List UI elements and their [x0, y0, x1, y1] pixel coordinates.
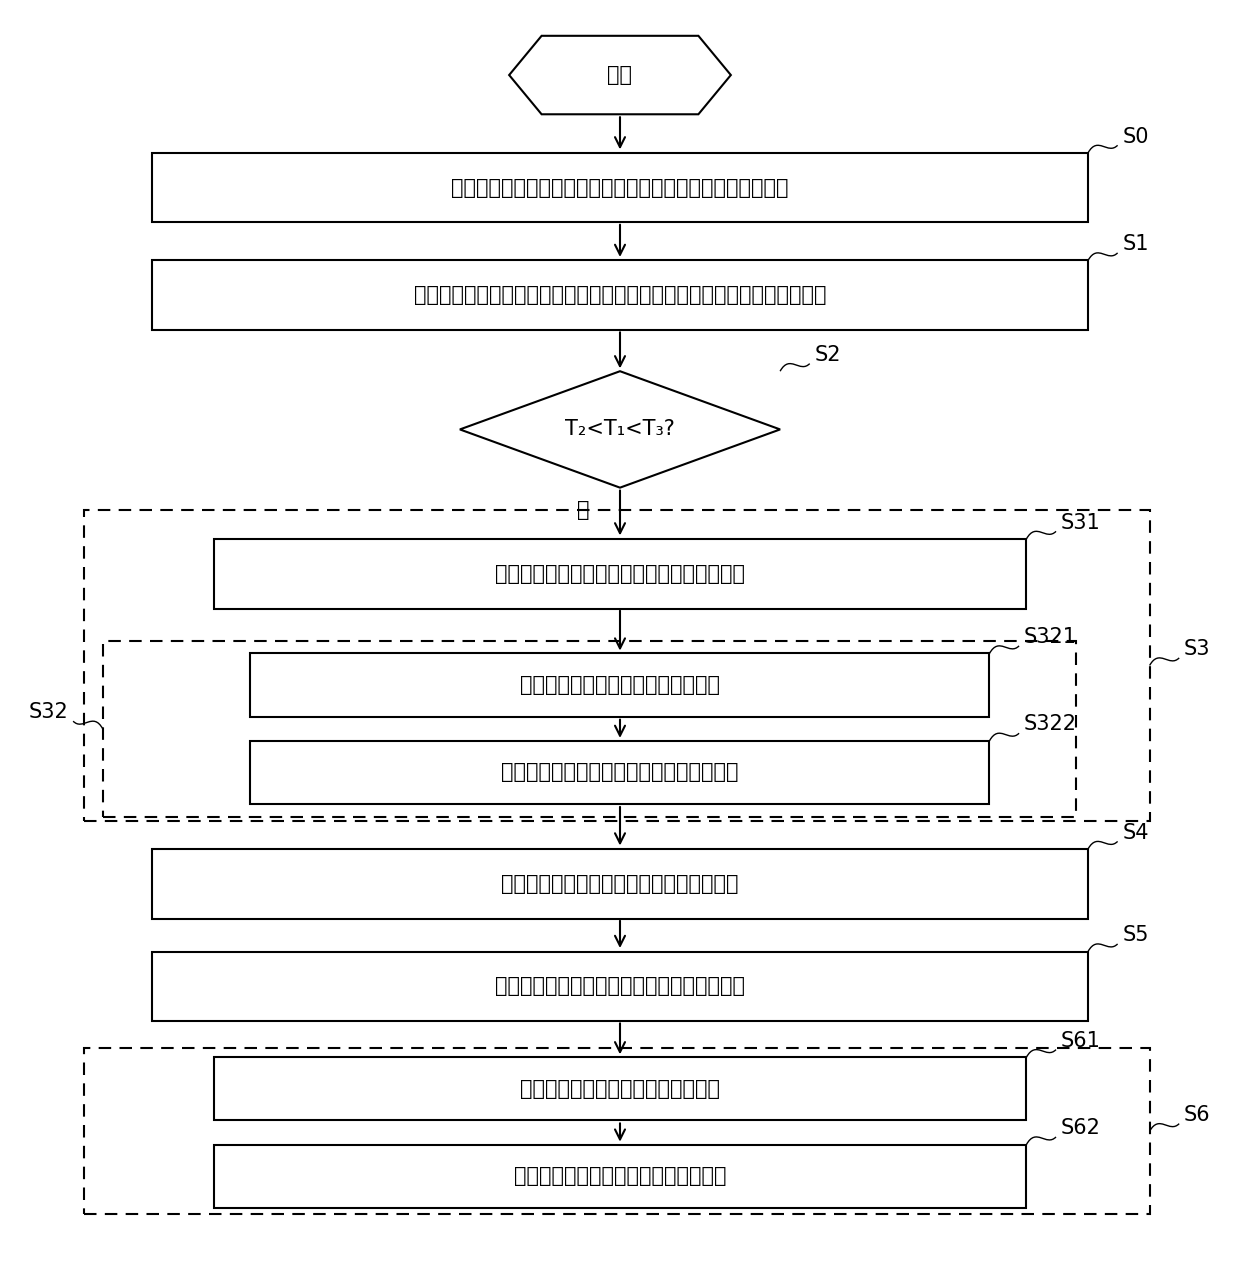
Polygon shape: [460, 371, 780, 488]
Polygon shape: [510, 36, 730, 115]
FancyBboxPatch shape: [153, 952, 1087, 1022]
Text: S4: S4: [1122, 823, 1149, 842]
Text: S3: S3: [1184, 640, 1210, 659]
Text: S32: S32: [29, 702, 68, 722]
FancyBboxPatch shape: [153, 153, 1087, 223]
Text: T₂<T₁<T₃?: T₂<T₁<T₃?: [565, 419, 675, 440]
Text: 控制第一冷筱排出的冷剂通入制冷机的蜗发器: 控制第一冷筱排出的冷剂通入制冷机的蜗发器: [495, 976, 745, 996]
Text: S62: S62: [1061, 1119, 1101, 1138]
Text: 控制蜗发器排出的冷剂通入第三冷筱: 控制蜗发器排出的冷剂通入第三冷筱: [520, 1079, 720, 1099]
FancyBboxPatch shape: [250, 654, 990, 717]
Text: 控制冷剂出口排出的冷剂通入制冷机的冷凝器: 控制冷剂出口排出的冷剂通入制冷机的冷凝器: [495, 563, 745, 583]
Text: S0: S0: [1122, 126, 1149, 147]
FancyBboxPatch shape: [250, 740, 990, 804]
FancyBboxPatch shape: [213, 1144, 1027, 1208]
Text: 控制冷凝器排出的冷剂通入第二冷筱: 控制冷凝器排出的冷剂通入第二冷筱: [520, 675, 720, 696]
Text: 控制第三冷筱排出的冷剂通入冷剂进口: 控制第三冷筱排出的冷剂通入冷剂进口: [513, 1166, 727, 1186]
Text: S322: S322: [1024, 715, 1078, 734]
FancyBboxPatch shape: [153, 848, 1087, 919]
Text: 是: 是: [577, 501, 589, 521]
Text: 获取冷剂筱中的冷剂温度、冷剂进口处的进冷温度、冷剂出口处的出冷温度: 获取冷剂筱中的冷剂温度、冷剂进口处的进冷温度、冷剂出口处的出冷温度: [414, 285, 826, 306]
Text: S61: S61: [1061, 1031, 1101, 1051]
Text: 控制闭式散热装置、制冷机、工艺装置进行注液、排气、清洗: 控制闭式散热装置、制冷机、工艺装置进行注液、排气、清洗: [451, 177, 789, 197]
Text: 控制第二冷筱排出的冷剂通入闭式散热装置: 控制第二冷筱排出的冷剂通入闭式散热装置: [501, 762, 739, 782]
FancyBboxPatch shape: [153, 260, 1087, 330]
Text: S5: S5: [1122, 925, 1149, 945]
Text: S321: S321: [1024, 627, 1078, 647]
FancyBboxPatch shape: [213, 539, 1027, 609]
Text: S1: S1: [1122, 234, 1149, 254]
FancyBboxPatch shape: [213, 1057, 1027, 1121]
Text: S6: S6: [1184, 1105, 1210, 1125]
Text: S2: S2: [815, 345, 841, 364]
Text: 开始: 开始: [608, 65, 632, 85]
Text: S31: S31: [1061, 512, 1101, 533]
Text: 控制闭式散热装置排出的冷剂通入第一冷筱: 控制闭式散热装置排出的冷剂通入第一冷筱: [501, 874, 739, 894]
